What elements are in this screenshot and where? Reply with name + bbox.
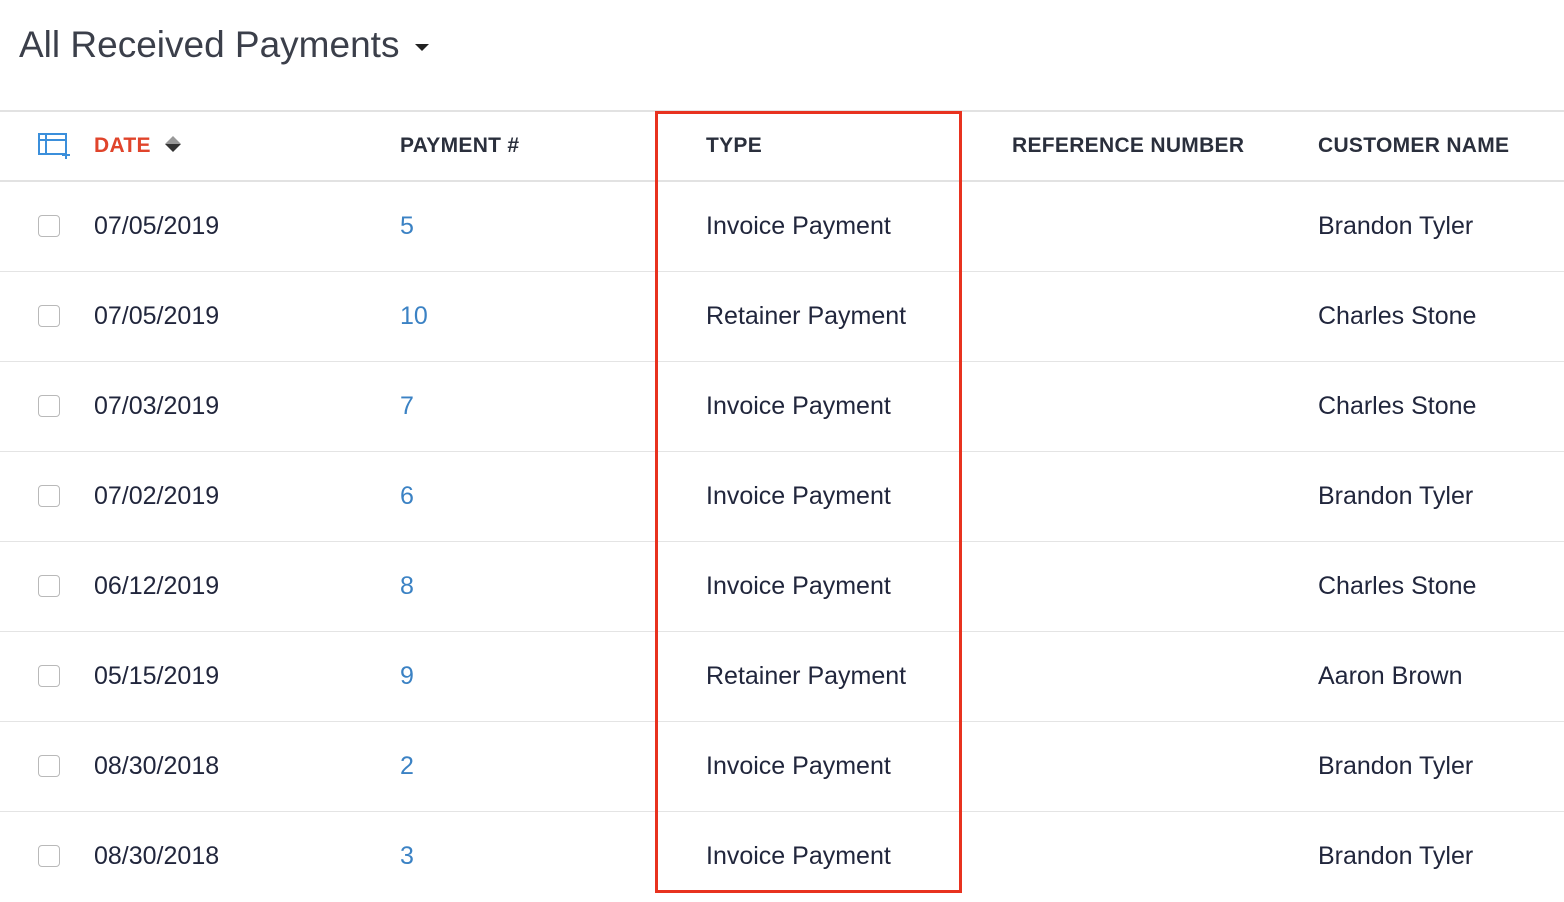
cell-type: Invoice Payment: [706, 752, 891, 780]
cell-date: 07/05/2019: [94, 212, 220, 240]
cell-customer-name: Charles Stone: [1318, 392, 1477, 420]
cell-payment-number-link[interactable]: 2: [400, 752, 414, 780]
row-checkbox[interactable]: [38, 305, 60, 327]
cell-date: 08/30/2018: [94, 842, 220, 870]
cell-type: Invoice Payment: [706, 392, 891, 420]
table-row[interactable]: 08/30/2018 2 Invoice Payment Brandon Tyler: [0, 722, 1564, 812]
table-row[interactable]: 07/02/2019 6 Invoice Payment Brandon Tyler: [0, 452, 1564, 542]
cell-payment-number-link[interactable]: 8: [400, 572, 414, 600]
customize-columns-icon[interactable]: [38, 133, 70, 164]
cell-date: 05/15/2019: [94, 662, 220, 690]
column-header-type[interactable]: TYPE: [706, 134, 763, 157]
cell-type: Invoice Payment: [706, 212, 891, 240]
cell-customer-name: Brandon Tyler: [1318, 482, 1474, 510]
cell-payment-number-link[interactable]: 3: [400, 842, 414, 870]
cell-date: 06/12/2019: [94, 572, 220, 600]
cell-customer-name: Brandon Tyler: [1318, 752, 1474, 780]
row-divider: [0, 630, 1564, 632]
column-header-payment-number[interactable]: PAYMENT #: [400, 134, 520, 157]
cell-date: 07/03/2019: [94, 392, 220, 420]
cell-date: 07/02/2019: [94, 482, 220, 510]
cell-type: Invoice Payment: [706, 572, 891, 600]
row-checkbox[interactable]: [38, 485, 60, 507]
table-row[interactable]: 05/15/2019 9 Retainer Payment Aaron Brown: [0, 632, 1564, 722]
page-title: All Received Payments: [19, 24, 400, 65]
column-header-reference-number[interactable]: REFERENCE NUMBER: [1012, 134, 1245, 157]
row-divider: [0, 720, 1564, 722]
table-row[interactable]: 06/12/2019 8 Invoice Payment Charles Stone: [0, 542, 1564, 632]
cell-date: 08/30/2018: [94, 752, 220, 780]
row-checkbox[interactable]: [38, 215, 60, 237]
table-row[interactable]: 07/05/2019 10 Retainer Payment Charles Ston…: [0, 272, 1564, 362]
cell-type: Invoice Payment: [706, 842, 891, 870]
cell-payment-number-link[interactable]: 7: [400, 392, 414, 420]
column-header-customer-name[interactable]: CUSTOMER NAME: [1318, 134, 1510, 157]
divider: [0, 180, 1564, 182]
cell-type: Retainer Payment: [706, 662, 907, 690]
table-row[interactable]: 07/03/2019 7 Invoice Payment Charles Stone: [0, 362, 1564, 452]
cell-customer-name: Aaron Brown: [1318, 662, 1463, 690]
row-divider: [0, 810, 1564, 812]
row-divider: [0, 540, 1564, 542]
row-checkbox[interactable]: [38, 575, 60, 597]
cell-customer-name: Brandon Tyler: [1318, 842, 1474, 870]
cell-payment-number-link[interactable]: 10: [400, 302, 428, 330]
view-selector-dropdown[interactable]: All Received Payments: [19, 24, 430, 66]
row-checkbox[interactable]: [38, 845, 60, 867]
cell-payment-number-link[interactable]: 6: [400, 482, 414, 510]
row-divider: [0, 450, 1564, 452]
cell-type: Invoice Payment: [706, 482, 891, 510]
table-row[interactable]: 07/05/2019 5 Invoice Payment Brandon Tyler: [0, 182, 1564, 272]
column-header-date[interactable]: DATE: [94, 112, 181, 180]
column-label-date: DATE: [94, 134, 151, 157]
cell-payment-number-link[interactable]: 5: [400, 212, 414, 240]
cell-customer-name: Charles Stone: [1318, 572, 1477, 600]
cell-date: 07/05/2019: [94, 302, 220, 330]
row-checkbox[interactable]: [38, 395, 60, 417]
row-divider: [0, 270, 1564, 272]
caret-down-icon: [415, 43, 430, 51]
cell-customer-name: Brandon Tyler: [1318, 212, 1474, 240]
row-divider: [0, 360, 1564, 362]
cell-type: Retainer Payment: [706, 302, 907, 330]
cell-customer-name: Charles Stone: [1318, 302, 1477, 330]
row-checkbox[interactable]: [38, 665, 60, 687]
table-header: DATE PAYMENT # TYPE REFERENCE NUMBER CUS…: [0, 112, 1564, 180]
cell-payment-number-link[interactable]: 9: [400, 662, 414, 690]
row-checkbox[interactable]: [38, 755, 60, 777]
table-row[interactable]: 08/30/2018 3 Invoice Payment Brandon Tyler: [0, 812, 1564, 902]
sort-icon: [164, 112, 181, 180]
